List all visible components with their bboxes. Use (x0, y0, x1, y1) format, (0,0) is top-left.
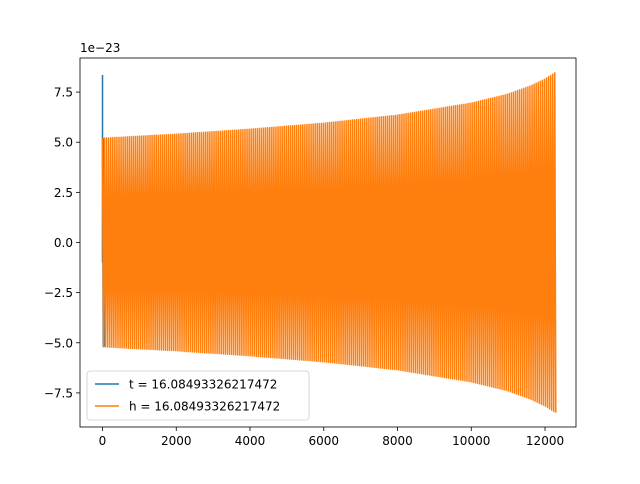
legend-box (86, 370, 310, 421)
legend-label: h = 16.08493326217472 (129, 400, 280, 414)
legend-label: t = 16.08493326217472 (129, 378, 277, 392)
y-tick-label: −2.5 (44, 286, 73, 300)
y-tick-label: −5.0 (44, 336, 73, 350)
series-line-h (101, 72, 557, 413)
y-tick-label: 2.5 (54, 186, 73, 200)
y-tick-label: 5.0 (54, 136, 73, 150)
x-tick-label: 2000 (161, 434, 192, 448)
x-tick-label: 10000 (452, 434, 490, 448)
axes: 0 2000 4000 6000 8000 10000 12000 7.5 5.0 2.5 0.0 −… (44, 57, 577, 448)
x-tick-label: 8000 (382, 434, 413, 448)
y-tick-label: 0.0 (54, 236, 73, 250)
x-tick-label: 4000 (235, 434, 266, 448)
y-tick-label: 7.5 (54, 86, 73, 100)
y-scale-label: 1e−23 (80, 41, 120, 55)
x-tick-label: 6000 (308, 434, 339, 448)
x-tick-label: 12000 (526, 434, 564, 448)
x-tick-label: 0 (99, 434, 107, 448)
y-tick-label: −7.5 (44, 386, 73, 400)
legend: t = 16.08493326217472 h = 16.084933262174… (86, 370, 310, 421)
plot-area (101, 72, 557, 413)
